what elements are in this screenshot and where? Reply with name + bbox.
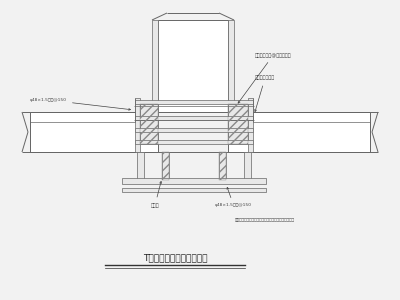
Bar — [244, 152, 251, 180]
Text: T字墙处构造柱支模示意图: T字墙处构造柱支模示意图 — [143, 254, 207, 262]
Bar — [122, 188, 266, 192]
Text: 小脚柱: 小脚柱 — [151, 182, 162, 208]
Text: φ48×1.5钢管@150: φ48×1.5钢管@150 — [30, 98, 130, 110]
Bar — [228, 104, 248, 144]
Bar — [228, 112, 370, 152]
Text: 注：所有模板与墙体接触处均应涂刷脱模剂或垫空隙。: 注：所有模板与墙体接触处均应涂刷脱模剂或垫空隙。 — [235, 218, 295, 222]
Bar — [228, 104, 248, 144]
Bar — [140, 104, 158, 144]
Bar — [137, 152, 144, 180]
Text: 角钢对拉螺栓@穿孔后锁具: 角钢对拉螺栓@穿孔后锁具 — [238, 52, 292, 103]
Bar — [248, 98, 253, 152]
Bar — [162, 152, 169, 180]
Bar — [158, 20, 228, 112]
Bar — [219, 152, 226, 180]
Bar — [228, 20, 234, 112]
Bar — [135, 140, 253, 144]
Bar — [219, 152, 226, 180]
Bar — [135, 116, 253, 120]
Bar — [152, 20, 158, 112]
Bar — [135, 98, 140, 152]
Bar — [30, 112, 158, 152]
Text: φ48×1.5钢管@150: φ48×1.5钢管@150 — [215, 187, 252, 207]
Text: 合页铰中与固定: 合页铰中与固定 — [255, 76, 275, 112]
Bar — [140, 104, 158, 144]
Bar — [122, 178, 266, 184]
Bar — [135, 128, 253, 132]
Bar — [162, 152, 169, 180]
Bar — [135, 100, 253, 104]
